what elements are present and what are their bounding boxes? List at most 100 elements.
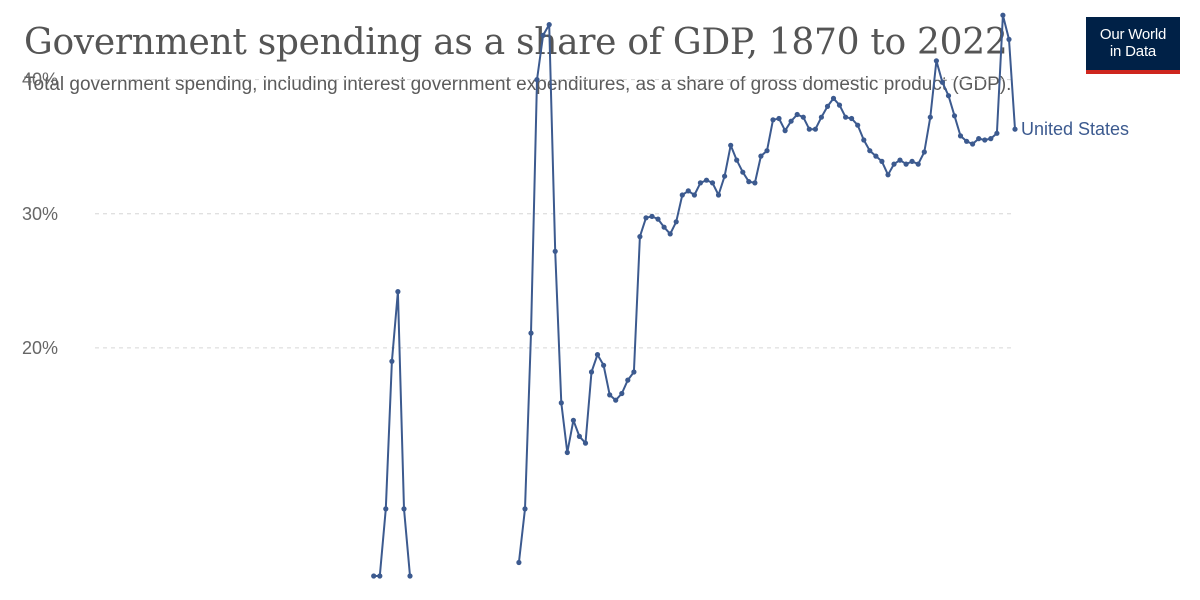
data-point[interactable] (697, 180, 704, 186)
data-point[interactable] (631, 369, 637, 375)
data-point[interactable] (982, 137, 988, 143)
data-point[interactable] (891, 161, 897, 167)
data-point[interactable] (528, 330, 534, 336)
data-point[interactable] (673, 219, 679, 225)
data-point[interactable] (407, 573, 413, 579)
data-point[interactable] (516, 559, 522, 566)
series-line[interactable] (517, 14, 1016, 563)
data-point[interactable] (945, 93, 952, 99)
data-point[interactable] (722, 173, 728, 179)
logo-line-1: Our World (1099, 26, 1167, 43)
data-point[interactable] (740, 169, 746, 175)
data-point[interactable] (849, 115, 855, 122)
data-point[interactable] (824, 103, 831, 109)
data-point[interactable] (770, 117, 776, 123)
data-point[interactable] (933, 58, 940, 64)
data-point[interactable] (389, 358, 395, 364)
data-point[interactable] (371, 573, 377, 579)
data-point[interactable] (903, 161, 909, 167)
data-point[interactable] (752, 180, 758, 186)
data-point[interactable] (794, 111, 800, 118)
data-point[interactable] (401, 506, 407, 512)
data-point[interactable] (625, 377, 631, 383)
series-label[interactable]: United States (1021, 119, 1129, 139)
data-point[interactable] (885, 172, 891, 178)
data-point[interactable] (691, 192, 698, 198)
series-line[interactable] (373, 290, 411, 577)
y-tick-label: 30% (22, 204, 58, 224)
data-point[interactable] (843, 114, 849, 120)
data-point[interactable] (867, 148, 873, 154)
data-point[interactable] (818, 114, 825, 120)
data-point[interactable] (594, 352, 601, 358)
y-tick-label: 20% (22, 338, 58, 358)
data-point[interactable] (861, 137, 867, 143)
data-point[interactable] (957, 133, 964, 139)
data-point[interactable] (830, 95, 837, 101)
data-point[interactable] (836, 102, 843, 108)
data-point[interactable] (383, 506, 389, 512)
data-point[interactable] (1000, 12, 1006, 18)
data-point[interactable] (976, 136, 982, 142)
data-point[interactable] (1012, 126, 1018, 132)
data-point[interactable] (679, 192, 685, 198)
data-point[interactable] (994, 130, 1000, 136)
data-point[interactable] (812, 126, 819, 132)
data-point[interactable] (776, 115, 782, 122)
data-point[interactable] (746, 179, 752, 185)
data-point[interactable] (564, 449, 570, 456)
data-point[interactable] (637, 234, 643, 240)
data-point[interactable] (964, 138, 970, 144)
data-point[interactable] (806, 126, 812, 132)
data-point[interactable] (619, 390, 625, 397)
data-point[interactable] (921, 149, 927, 155)
data-point[interactable] (613, 397, 619, 403)
data-point[interactable] (552, 248, 558, 254)
data-point[interactable] (534, 77, 540, 83)
data-point[interactable] (558, 400, 564, 406)
data-point[interactable] (1006, 36, 1012, 43)
data-point[interactable] (570, 417, 577, 423)
data-point[interactable] (377, 573, 383, 579)
data-point[interactable] (588, 369, 595, 375)
data-point[interactable] (788, 118, 794, 124)
data-point[interactable] (988, 136, 994, 142)
data-point[interactable] (758, 153, 764, 159)
data-point[interactable] (395, 289, 401, 295)
data-point[interactable] (540, 32, 546, 38)
data-point[interactable] (879, 158, 885, 164)
data-point[interactable] (782, 128, 788, 134)
data-point[interactable] (728, 142, 734, 148)
data-point[interactable] (576, 433, 583, 439)
data-point[interactable] (970, 141, 976, 147)
data-point[interactable] (855, 122, 861, 128)
data-point[interactable] (951, 113, 958, 119)
data-point[interactable] (939, 79, 946, 85)
data-point[interactable] (927, 114, 933, 120)
data-point[interactable] (643, 215, 649, 221)
data-point[interactable] (546, 22, 552, 28)
data-point[interactable] (655, 216, 661, 222)
y-tick-label: 40% (22, 70, 58, 90)
data-point[interactable] (661, 224, 667, 230)
data-point[interactable] (715, 192, 722, 198)
data-point[interactable] (522, 506, 528, 512)
data-point[interactable] (873, 153, 879, 159)
data-point[interactable] (649, 213, 655, 219)
data-point[interactable] (703, 177, 710, 183)
data-point[interactable] (667, 231, 673, 237)
data-point[interactable] (709, 180, 716, 186)
our-world-in-data-logo[interactable]: Our World in Data (1086, 17, 1180, 74)
data-point[interactable] (685, 188, 691, 194)
data-point[interactable] (582, 440, 589, 446)
chart-title: Government spending as a share of GDP, 1… (24, 22, 1008, 63)
data-point[interactable] (601, 362, 607, 368)
data-point[interactable] (897, 157, 903, 163)
data-point[interactable] (607, 392, 613, 398)
data-point[interactable] (800, 114, 806, 120)
data-point[interactable] (764, 148, 770, 154)
data-point[interactable] (909, 158, 915, 164)
data-point[interactable] (734, 157, 740, 163)
data-point[interactable] (915, 161, 921, 167)
